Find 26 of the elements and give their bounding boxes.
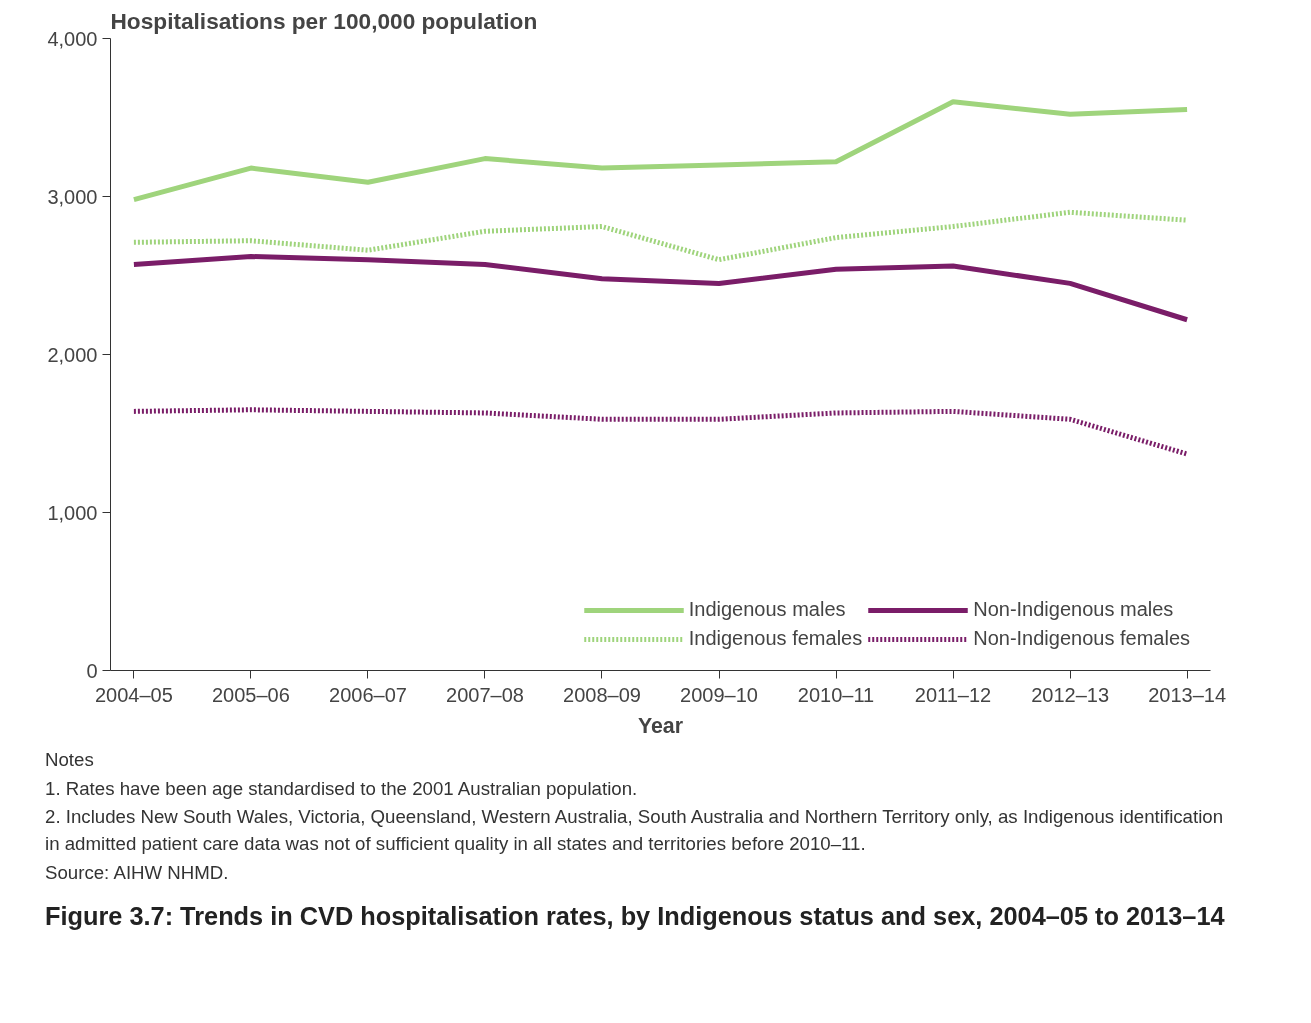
x-tick-label: 2012–13: [1031, 683, 1110, 706]
text: Notes: [45, 748, 95, 772]
source-note: Source: AIHW NHMD.: [45, 860, 230, 885]
x-tick-label: 2011–12: [914, 683, 992, 706]
y-tick-label: 3,000: [47, 185, 98, 208]
text: 2. Includes New South Wales, Victoria, Queensland, Western Australia, South Australia and Northern Territory only, as Indigenous identification in admitted patient care data was not of sufficient quality in all states and territories before 2010–11.: [45, 805, 1225, 856]
x-tick-label: 2004–05: [94, 683, 173, 706]
y-tick-label: 1,000: [47, 501, 98, 524]
legend-label: Indigenous females: [688, 627, 863, 650]
x-tick-label: 2013–14: [1148, 683, 1227, 706]
text: Figure 3.7: Trends in CVD hospitalisation rates, by Indigenous status and sex, 2004–05 to 2013–14: [44, 901, 1226, 933]
x-tick-label: 2008–09: [563, 683, 641, 706]
legend-label: Non-Indigenous males: [973, 598, 1174, 621]
legend-label: Indigenous males: [688, 598, 846, 621]
x-axis-title: Year: [637, 713, 684, 738]
legend-label: Non-Indigenous females: [973, 627, 1190, 650]
y-tick-label: 2,000: [47, 343, 98, 366]
x-tick-label: 2006–07: [329, 683, 407, 706]
y-tick-label: 0: [86, 659, 98, 682]
x-tick-label: 2007–08: [446, 683, 524, 706]
y-tick-label: 4,000: [47, 27, 98, 50]
text: 1. Rates have been age standardised to the 2001 Australian population.: [45, 776, 639, 801]
x-tick-label: 2010–11: [797, 683, 875, 706]
y-axis-title: Hospitalisations per 100,000 population: [110, 7, 538, 34]
x-tick-label: 2009–10: [680, 683, 758, 706]
x-tick-label: 2005–06: [211, 683, 290, 706]
